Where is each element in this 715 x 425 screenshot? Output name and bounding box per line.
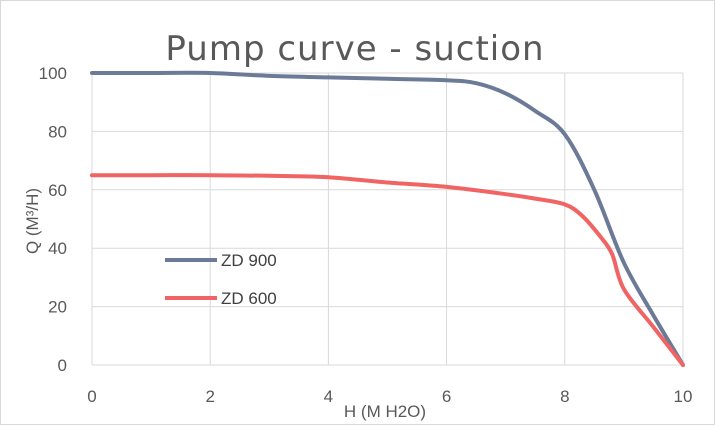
series-line-zd-600 <box>90 173 685 367</box>
y-tick-label: 60 <box>48 181 67 200</box>
x-axis-label: H (M H2O) <box>344 402 426 421</box>
x-tick-label: 0 <box>87 387 96 406</box>
y-tick-label: 20 <box>48 298 67 317</box>
y-tick-label: 0 <box>58 356 67 375</box>
chart-title: Pump curve - suction <box>165 29 544 69</box>
y-tick-label: 40 <box>48 239 67 258</box>
grid-lines <box>91 72 684 366</box>
legend-label-zd-600: ZD 600 <box>221 289 277 308</box>
x-tick-label: 2 <box>205 387 214 406</box>
x-tick-label: 10 <box>674 387 693 406</box>
y-axis-label: Q (M³/H) <box>23 188 42 254</box>
x-tick-label: 4 <box>324 387 333 406</box>
series-line-zd-900 <box>90 70 685 367</box>
x-tick-label: 8 <box>560 387 569 406</box>
y-tick-label: 80 <box>48 122 67 141</box>
legend: ZD 900 ZD 600 <box>165 251 277 308</box>
series-lines <box>90 70 685 367</box>
y-tick-label: 100 <box>39 64 67 83</box>
x-tick-label: 6 <box>442 387 451 406</box>
y-tick-labels: 0 20 40 60 80 100 <box>39 64 67 375</box>
x-tick-labels: 0 2 4 6 8 10 <box>87 387 692 406</box>
legend-label-zd-900: ZD 900 <box>221 251 277 270</box>
